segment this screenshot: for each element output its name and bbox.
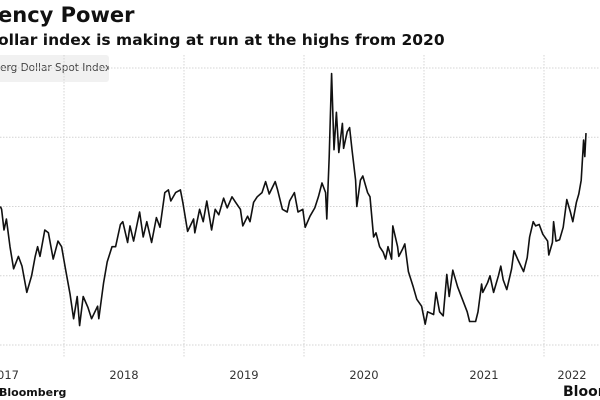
chart-title: ency Power	[0, 3, 135, 27]
source-note: Bloomberg	[0, 386, 67, 399]
x-tick-label: 017	[0, 368, 19, 382]
x-tick-label: 2019	[229, 368, 258, 382]
x-axis-labels: 017 2018 2019 2020 2021 2022	[0, 368, 587, 382]
x-tick-label: 2022	[557, 368, 586, 382]
chart-subtitle: ollar index is making at run at the high…	[0, 31, 445, 49]
x-tick-label: 2020	[349, 368, 378, 382]
series-line	[0, 72, 587, 327]
x-tick-label: 2018	[109, 368, 138, 382]
x-tick-label: 2021	[469, 368, 498, 382]
bloomberg-logo: Bloom	[563, 384, 600, 400]
